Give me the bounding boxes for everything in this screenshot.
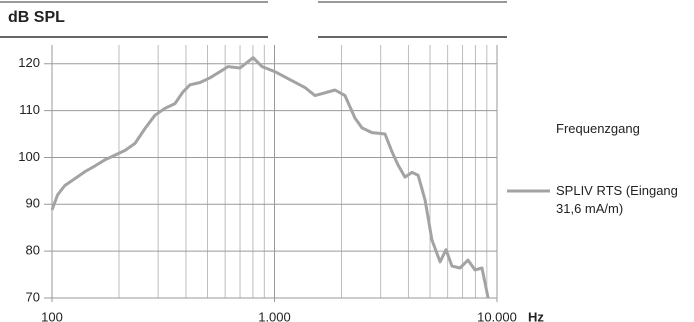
series-line (50, 56, 490, 299)
chart-title: dB SPL (8, 9, 65, 26)
y-tick-label: 80 (26, 243, 40, 258)
y-tick-label: 70 (26, 289, 40, 304)
x-tick-label: 1.000 (258, 309, 291, 322)
y-tick-label: 120 (18, 55, 40, 70)
legend-label: SPLIV RTS (Eingang 31,6 mA/m) (556, 183, 678, 216)
x-axis-label: Hz (528, 309, 544, 322)
y-tick-label: 90 (26, 196, 40, 211)
y-tick-label: 110 (19, 102, 40, 117)
legend-title: Frequenzgang (556, 121, 640, 136)
x-tick-label: 10.000 (477, 309, 517, 322)
y-tick-label: 100 (18, 149, 40, 164)
x-tick-label: 100 (41, 309, 63, 322)
